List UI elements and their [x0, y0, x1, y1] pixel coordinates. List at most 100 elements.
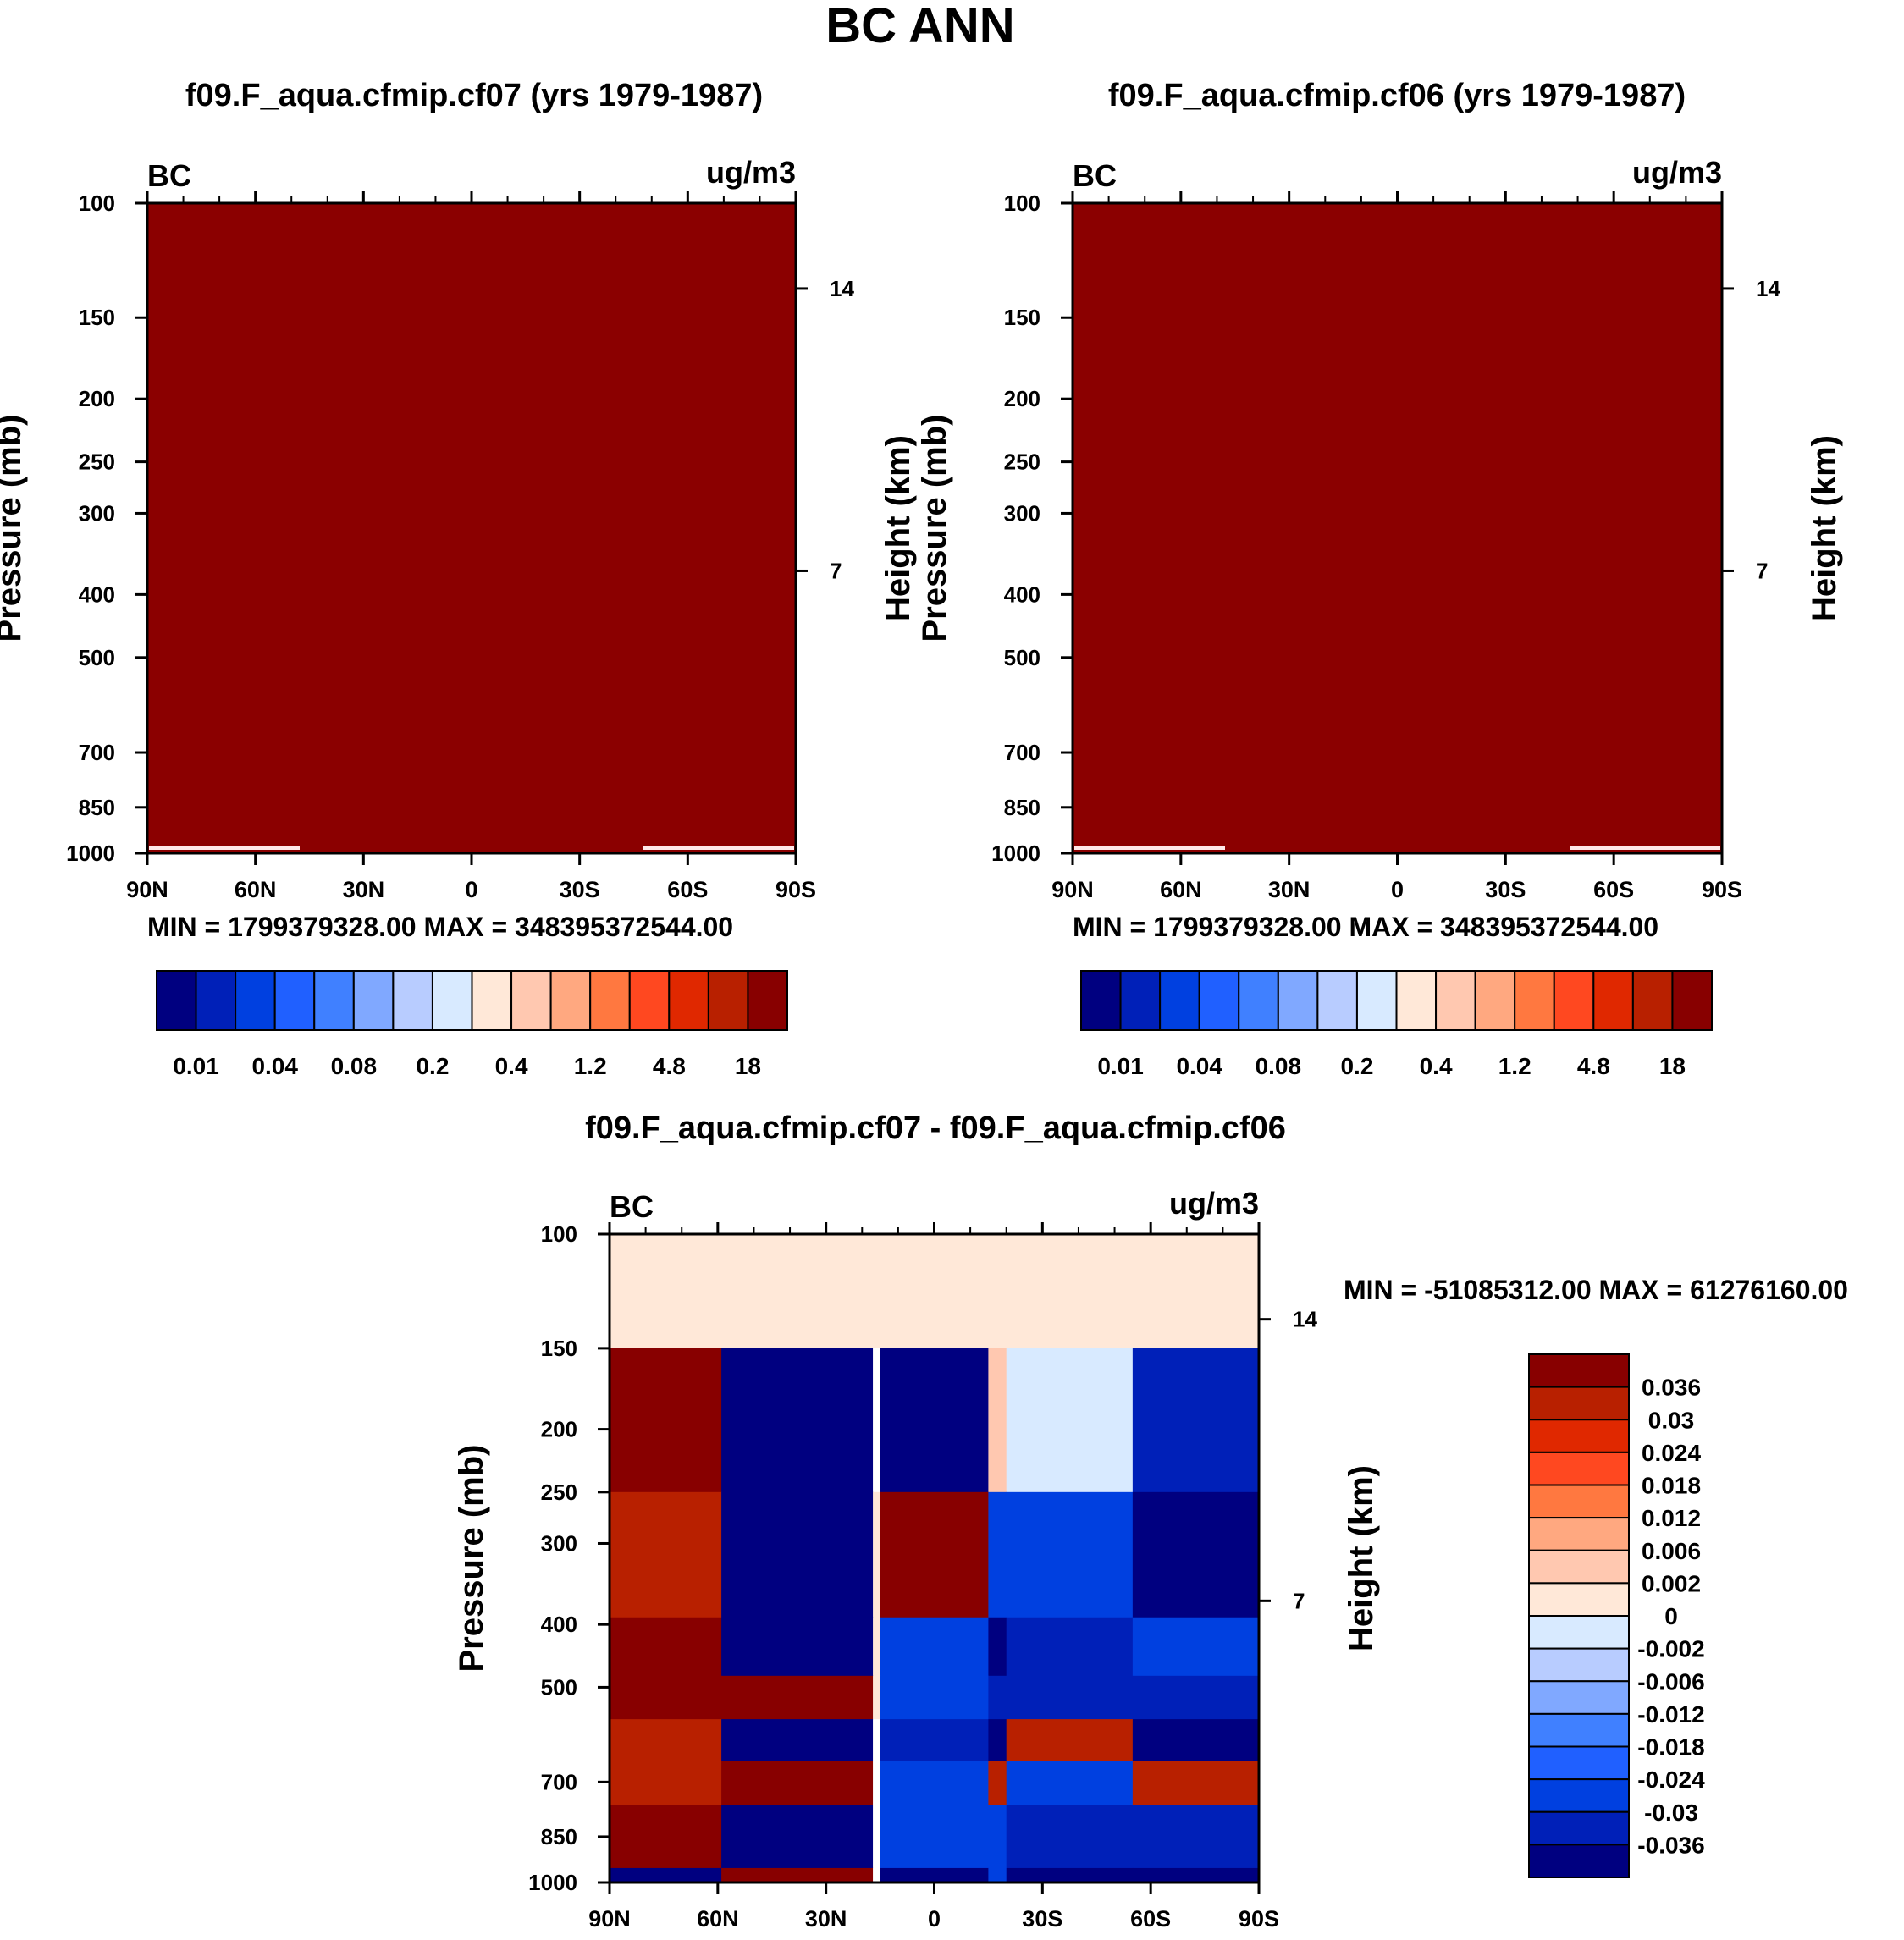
y-tick-label: 1000 [991, 840, 1040, 866]
x-tick-label: 90N [126, 877, 168, 902]
colorbar-box [156, 970, 197, 1031]
y-tick-label: 150 [79, 305, 115, 330]
colorbar-box [1528, 1451, 1630, 1486]
colorbar-label: -0.018 [1637, 1734, 1704, 1761]
colorbar-label: 0.01 [173, 1053, 219, 1079]
data-strip [643, 846, 794, 850]
data-cell [610, 1805, 722, 1869]
x-tick-label: 60S [1130, 1906, 1171, 1932]
colorbar-box [1528, 1484, 1630, 1519]
colorbar-box [1159, 970, 1200, 1031]
colorbar-box [1198, 970, 1240, 1031]
data-cell [873, 1348, 881, 1493]
colorbar-label: 0.006 [1642, 1538, 1701, 1564]
y-axis-title-right: Height (km) [1806, 435, 1843, 621]
colorbar-box [273, 970, 316, 1031]
colorbar-box [1080, 970, 1122, 1031]
colorbar-box [1277, 970, 1319, 1031]
colorbar-label: 0.04 [251, 1053, 298, 1079]
colorbar-box [471, 970, 513, 1031]
x-tick-label: 60N [697, 1906, 739, 1932]
y-axis-title-right: Height (km) [1343, 1465, 1380, 1651]
data-cell [610, 1761, 722, 1806]
colorbar-box [1528, 1582, 1630, 1617]
stats-label: MIN = 1799379328.00 MAX = 348395372544.0… [147, 912, 733, 942]
colorbar-box [1355, 970, 1398, 1031]
y-tick-label: 100 [1004, 190, 1040, 216]
colorbar-label: 0.002 [1642, 1570, 1701, 1596]
y-tick-label: 200 [1004, 386, 1040, 411]
colorbar-box [1553, 970, 1595, 1031]
y-tick-label: 250 [79, 449, 115, 475]
data-cell [873, 1761, 881, 1806]
data-cell [988, 1761, 1007, 1806]
stats-label: MIN = 1799379328.00 MAX = 348395372544.0… [1073, 912, 1658, 942]
y-tick-label: 250 [541, 1480, 577, 1505]
colorbar-label: 0 [1664, 1603, 1678, 1629]
plot-title: f09.F_aqua.cfmip.cf07 (yrs 1979-1987) [185, 78, 763, 113]
plot-title: f09.F_aqua.cfmip.cf06 (yrs 1979-1987) [1108, 78, 1686, 113]
data-cell [988, 1805, 1007, 1869]
data-cell [721, 1617, 874, 1677]
y-tick-label: 500 [1004, 645, 1040, 670]
y-tick-label: 100 [79, 190, 115, 216]
data-cell [873, 1805, 881, 1869]
data-cell [988, 1491, 1007, 1618]
colorbar-label: 18 [1659, 1053, 1686, 1079]
units-label: ug/m3 [1169, 1186, 1259, 1221]
x-tick-label: 90N [588, 1906, 631, 1932]
colorbar-label: 1.2 [1498, 1053, 1531, 1079]
y-tick-label: 400 [541, 1612, 577, 1637]
data-cell [610, 1719, 722, 1762]
data-cell [1006, 1491, 1134, 1618]
plots: f09.F_aqua.cfmip.cf07 (yrs 1979-1987) BC u… [0, 78, 1848, 1932]
x-tick-label: 90S [1239, 1906, 1279, 1932]
variable-label: BC [610, 1189, 654, 1224]
data-cell [873, 1867, 881, 1883]
colorbar-box [628, 970, 671, 1031]
data-cell [873, 1719, 881, 1762]
colorbar-box [1435, 970, 1476, 1031]
colorbar-box [510, 970, 552, 1031]
colorbar-box [1528, 1517, 1630, 1551]
colorbar-label: 0.024 [1642, 1440, 1701, 1466]
data-cell [880, 1617, 989, 1677]
colorbar-box [1528, 1745, 1630, 1781]
data-cell [1132, 1617, 1260, 1677]
x-tick-label: 0 [1391, 877, 1404, 902]
data-cell [721, 1491, 874, 1618]
data-cell [1006, 1617, 1134, 1677]
colorbar-box [313, 970, 355, 1031]
units-label: ug/m3 [706, 155, 796, 190]
x-tick-label: 60S [667, 877, 708, 902]
x-tick-label: 30S [560, 877, 600, 902]
y-tick-label: 500 [79, 645, 115, 670]
data-cell [988, 1348, 1007, 1493]
data-cell [1006, 1867, 1134, 1883]
x-tick-label: 30S [1022, 1906, 1062, 1932]
colorbar-label: 0.018 [1642, 1473, 1701, 1499]
colorbar-box [1631, 970, 1674, 1031]
x-tick-label: 30N [805, 1906, 847, 1932]
colorbar-box [392, 970, 433, 1031]
data-cell [880, 1867, 989, 1883]
plot-title: f09.F_aqua.cfmip.cf07 - f09.F_aqua.cfmip… [585, 1111, 1286, 1146]
data-strip [1074, 846, 1225, 850]
y-right-tick-label: 14 [1293, 1307, 1317, 1332]
data-cell [873, 1491, 881, 1618]
y-tick-label: 700 [79, 740, 115, 765]
variable-label: BC [1073, 158, 1117, 193]
y-tick-label: 500 [541, 1674, 577, 1700]
data-cell [880, 1805, 989, 1869]
colorbar-label: 0.03 [1648, 1407, 1695, 1433]
x-tick-label: 0 [465, 877, 477, 902]
data-cell [988, 1867, 1007, 1883]
colorbar-label: 0.012 [1642, 1505, 1701, 1531]
colorbar-box [235, 970, 276, 1031]
colorbar-box [352, 970, 395, 1031]
data-field [147, 203, 796, 853]
colorbar-box [1514, 970, 1555, 1031]
data-cell [1132, 1719, 1260, 1762]
units-label: ug/m3 [1632, 155, 1722, 190]
